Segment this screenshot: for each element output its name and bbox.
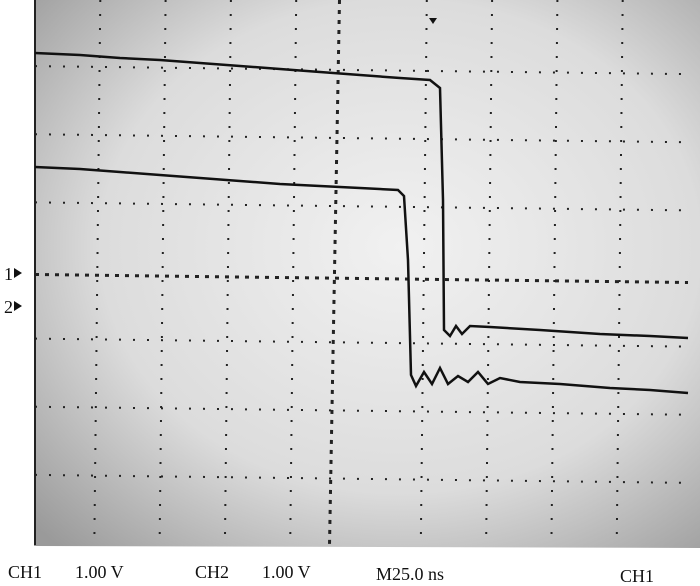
screen [34, 0, 700, 548]
ch1-label: CH1 [8, 562, 42, 582]
trigger-position-marker [429, 18, 437, 24]
timebase: M25.0 ns [376, 564, 444, 584]
marker-arrow [14, 301, 22, 311]
trigger-source: CH1 [620, 566, 654, 586]
ch2-scale: 1.00 V [262, 562, 311, 582]
trace-ch1 [34, 51, 689, 340]
ch2-label: CH2 [195, 562, 229, 582]
ch1-scale: 1.00 V [75, 562, 124, 582]
channel-marker: 1 [4, 264, 13, 284]
center-vertical-line [328, 0, 341, 546]
marker-arrow [14, 268, 22, 278]
channel-marker: 2 [4, 297, 13, 317]
trace-ch2 [34, 165, 689, 395]
graticule [34, 0, 689, 546]
